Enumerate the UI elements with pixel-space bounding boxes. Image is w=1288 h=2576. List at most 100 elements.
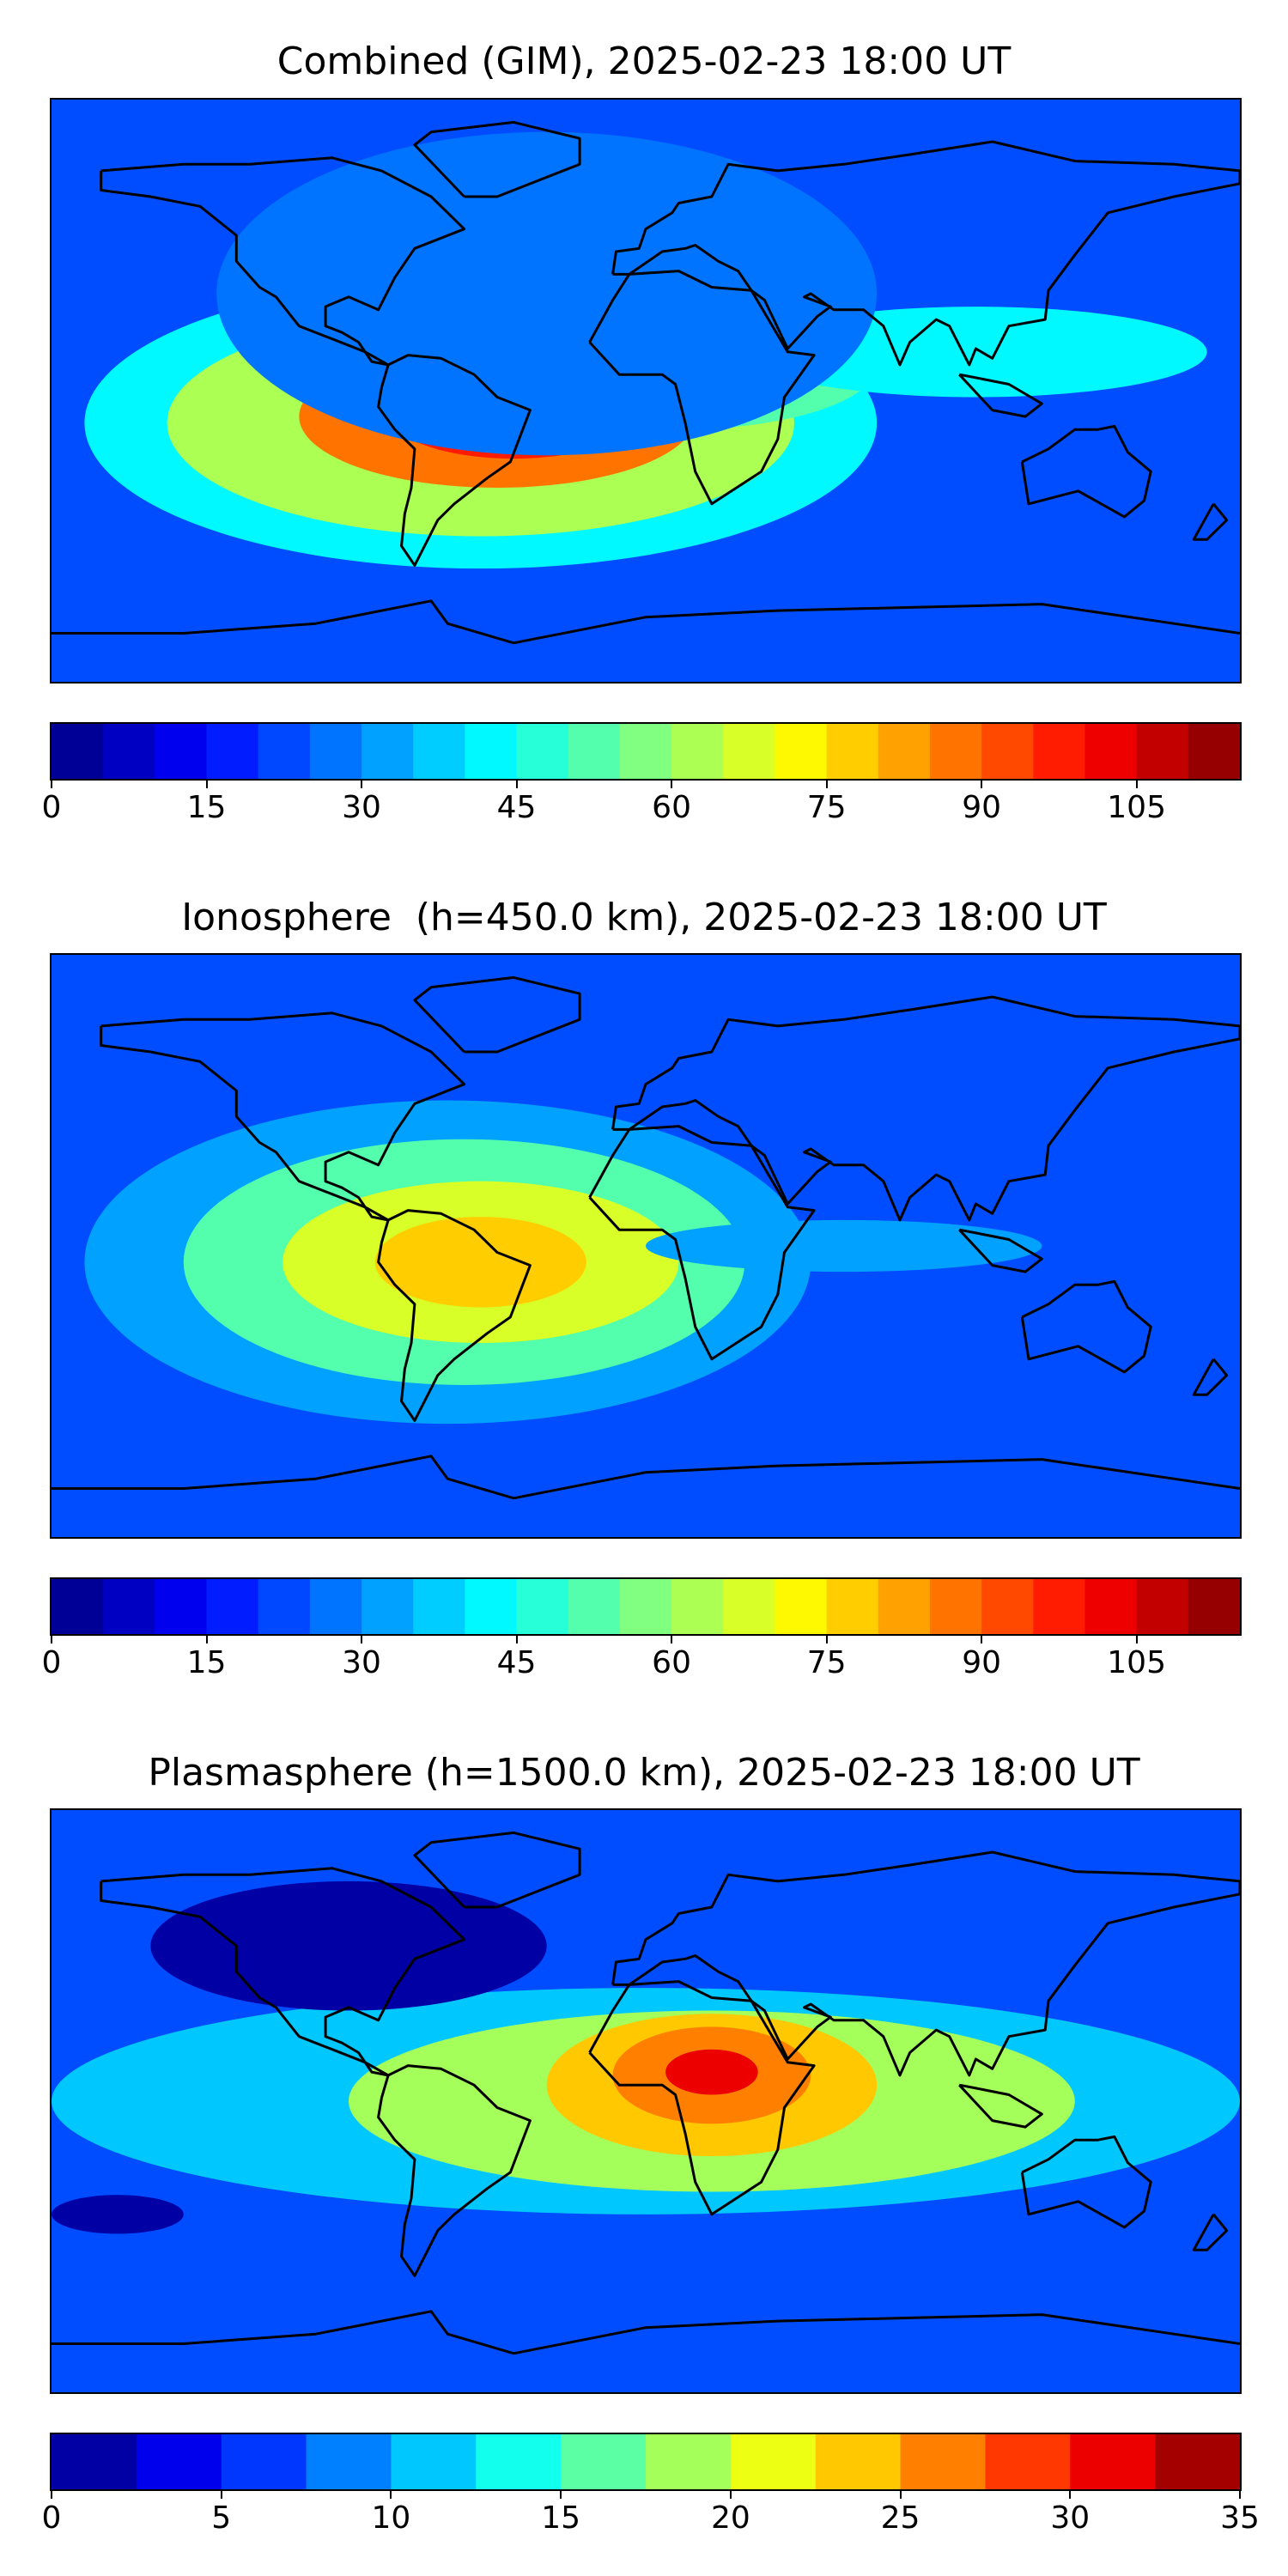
- contour-region: [665, 2049, 758, 2095]
- colorbar-swatch: [775, 1579, 828, 1634]
- colorbar-swatch: [52, 2434, 137, 2489]
- colorbar-swatches: [52, 724, 1240, 779]
- colorbar-tick-mark: [515, 781, 518, 788]
- colorbar-tick-label: 20: [710, 2500, 750, 2536]
- colorbar-swatch: [730, 2434, 817, 2489]
- coastline: [1020, 1279, 1152, 1374]
- colorbar-tick-label: 90: [962, 1645, 1002, 1680]
- coastline: [377, 1209, 532, 1422]
- colorbar-swatch: [309, 1579, 362, 1634]
- colorbar-swatch: [155, 724, 208, 779]
- coastline: [52, 599, 1240, 645]
- colorbar-swatch: [206, 724, 259, 779]
- colorbar-swatch: [826, 1579, 879, 1634]
- colorbar-tick-mark: [51, 781, 52, 788]
- colorbar-tick-label: 30: [342, 790, 381, 825]
- coastline: [377, 354, 532, 567]
- coastline: [1192, 502, 1229, 541]
- map-title-ionosphere: Ionosphere (h=450.0 km), 2025-02-23 18:0…: [181, 896, 1107, 939]
- colorbar-swatch: [1070, 2434, 1156, 2489]
- colorbar-tick-label: 60: [652, 790, 691, 825]
- colorbar-tick-mark: [361, 781, 363, 788]
- contour-region: [646, 1219, 1042, 1273]
- contour-region: [374, 1217, 586, 1308]
- coastline: [611, 140, 1240, 367]
- tec-contour-map: [52, 100, 1240, 682]
- tec-contour-map: [52, 1810, 1240, 2392]
- coastline: [1192, 2213, 1229, 2251]
- colorbar-swatch: [878, 724, 931, 779]
- colorbar-swatch: [1033, 724, 1086, 779]
- colorbar-tick-label: 15: [186, 790, 227, 825]
- colorbar-swatch: [1188, 724, 1240, 779]
- colorbar-swatch: [155, 1579, 208, 1634]
- colorbar-tick-label: 30: [1050, 2500, 1091, 2536]
- colorbar-swatch: [723, 1579, 776, 1634]
- colorbar-swatch: [1136, 1579, 1189, 1634]
- colorbar-tick-label: 10: [371, 2500, 411, 2536]
- colorbar-tick-mark: [1135, 781, 1138, 788]
- colorbar-swatch: [1188, 1579, 1240, 1634]
- colorbar-tick-mark: [560, 2491, 562, 2499]
- colorbar-swatches: [52, 2434, 1240, 2489]
- colorbar-tick-mark: [361, 1636, 363, 1643]
- colorbar-tick-label: 105: [1107, 1645, 1166, 1680]
- map-title-combined: Combined (GIM), 2025-02-23 18:00 UT: [276, 39, 1012, 83]
- colorbar-swatch: [361, 1579, 414, 1634]
- colorbar-tick-mark: [220, 2491, 222, 2499]
- colorbar-tick-mark: [1069, 2491, 1072, 2499]
- colorbar-swatches: [52, 1579, 1240, 1634]
- colorbar-swatch: [516, 1579, 569, 1634]
- colorbar-tick-label: 0: [41, 2500, 62, 2536]
- colorbar-swatch: [391, 2434, 477, 2489]
- colorbar-swatch: [671, 1579, 724, 1634]
- colorbar-swatch: [646, 2434, 732, 2489]
- colorbar-tick-label: 75: [806, 1645, 847, 1680]
- colorbar-tick-label: 105: [1107, 790, 1166, 825]
- colorbar-tick-mark: [515, 1636, 518, 1643]
- contour-region: [52, 2195, 184, 2234]
- colorbar-swatch: [981, 1579, 1034, 1634]
- colorbar-ticks-combined: 0 15 30 45 60 75 90 105: [0, 781, 1288, 832]
- colorbar-tick-mark: [981, 781, 983, 788]
- colorbar-swatch: [103, 724, 155, 779]
- colorbar-tick-label: 5: [211, 2500, 232, 2536]
- colorbar-tick-label: 25: [880, 2500, 920, 2536]
- colorbar-tick-mark: [729, 2491, 732, 2499]
- colorbar-combined: [50, 722, 1242, 781]
- colorbar-tick-mark: [981, 1636, 983, 1643]
- colorbar-tick-mark: [1135, 1636, 1138, 1643]
- colorbar-tick-label: 30: [342, 1645, 381, 1680]
- colorbar-swatch: [619, 724, 672, 779]
- colorbar-swatch: [476, 2434, 562, 2489]
- coastline: [958, 373, 1043, 418]
- colorbar-swatch: [985, 2434, 1071, 2489]
- colorbar-swatch: [52, 1579, 104, 1634]
- colorbar-tick-label: 45: [496, 790, 537, 825]
- colorbar-swatch: [413, 724, 465, 779]
- colorbar-swatch: [136, 2434, 222, 2489]
- colorbar-swatch: [1155, 2434, 1240, 2489]
- coastline: [100, 1867, 466, 2077]
- coastline: [413, 120, 581, 198]
- colorbar-tick-label: 60: [652, 1645, 691, 1680]
- colorbar-tick-mark: [671, 781, 673, 788]
- colorbar-tick-label: 15: [186, 1645, 227, 1680]
- coastline: [611, 1850, 1240, 2077]
- coastline: [588, 1980, 816, 2216]
- colorbar-tick-mark: [825, 781, 828, 788]
- colorbar-tick-mark: [205, 781, 208, 788]
- colorbar-swatch: [878, 1579, 931, 1634]
- colorbar-swatch: [1084, 1579, 1138, 1634]
- colorbar-tick-mark: [51, 2491, 52, 2499]
- coastline: [588, 270, 816, 506]
- coastline: [1020, 2135, 1152, 2229]
- colorbar-swatch: [619, 1579, 672, 1634]
- colorbar-swatch: [413, 1579, 465, 1634]
- colorbar-swatch: [1084, 724, 1138, 779]
- colorbar-tick-label: 35: [1220, 2500, 1260, 2536]
- coastline: [100, 1012, 466, 1222]
- colorbar-tick-mark: [51, 1636, 52, 1643]
- colorbar-plasmasphere: [50, 2433, 1242, 2491]
- colorbar-swatch: [929, 1579, 982, 1634]
